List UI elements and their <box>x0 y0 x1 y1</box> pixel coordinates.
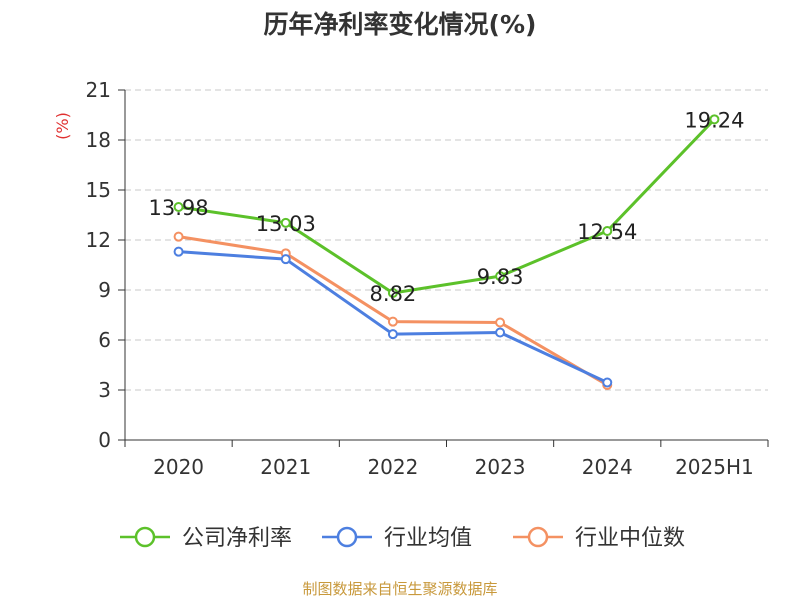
data-point <box>495 271 506 282</box>
legend-label: 公司净利率 <box>182 526 292 551</box>
series-line <box>178 118 716 295</box>
y-tick-label: 12 <box>86 228 111 252</box>
x-tick-label: 2020 <box>153 455 204 479</box>
y-tick-label: 21 <box>86 78 111 102</box>
series-layer <box>173 114 720 390</box>
data-point <box>280 217 291 228</box>
y-axis-label: (%) <box>53 112 72 140</box>
data-point <box>709 114 720 125</box>
data-labels: 13.98 13.03 8.82 9.83 12.54 19.24 <box>149 108 745 306</box>
legend-item: 行业均值 <box>322 526 472 551</box>
data-point <box>173 231 184 242</box>
y-tick-label: 15 <box>86 178 111 202</box>
legend-marker <box>134 526 156 548</box>
legend-marker <box>336 526 358 548</box>
data-point <box>495 317 506 328</box>
data-point <box>387 288 398 298</box>
data-label: 13.03 <box>256 212 316 236</box>
legend-label: 行业中位数 <box>575 526 685 551</box>
data-label: 8.82 <box>370 282 417 306</box>
series-2 <box>173 231 613 390</box>
y-tick-label: 3 <box>98 378 111 402</box>
chart-title: 历年净利率变化情况(%) <box>264 10 537 39</box>
legend-item: 行业中位数 <box>513 526 685 551</box>
data-point <box>387 329 398 340</box>
series-1 <box>173 246 613 388</box>
data-point <box>387 316 398 327</box>
y-tick-label: 18 <box>86 128 111 152</box>
data-label: 19.24 <box>684 108 744 132</box>
series-0 <box>173 114 720 298</box>
x-tick-label: 2022 <box>367 455 418 479</box>
data-label: 12.54 <box>577 220 637 244</box>
data-point <box>602 226 613 236</box>
legend: 公司净利率 行业均值 行业中位数 <box>120 526 685 551</box>
x-tick-label: 2023 <box>475 455 526 479</box>
source-note: 制图数据来自恒生聚源数据库 <box>302 580 497 598</box>
legend-label: 行业均值 <box>384 526 472 551</box>
data-point <box>602 377 613 388</box>
y-tick-label: 9 <box>98 278 111 302</box>
legend-marker <box>527 526 549 548</box>
x-tick-label: 2021 <box>260 455 311 479</box>
x-tick-label: 2024 <box>582 455 633 479</box>
data-point <box>280 254 291 265</box>
grid <box>125 89 768 391</box>
axes: 0 3 6 9 12 15 18 21 2020 2021 2022 2023 2024 2025H1 <box>86 78 769 479</box>
data-point <box>173 202 184 212</box>
data-point <box>173 246 184 257</box>
data-point <box>495 327 506 338</box>
data-label: 13.98 <box>149 196 209 220</box>
x-tick-label: 2025H1 <box>675 455 754 479</box>
y-tick-label: 6 <box>98 328 111 352</box>
data-label: 9.83 <box>477 265 524 289</box>
legend-item: 公司净利率 <box>120 526 292 551</box>
y-tick-label: 0 <box>98 428 111 452</box>
